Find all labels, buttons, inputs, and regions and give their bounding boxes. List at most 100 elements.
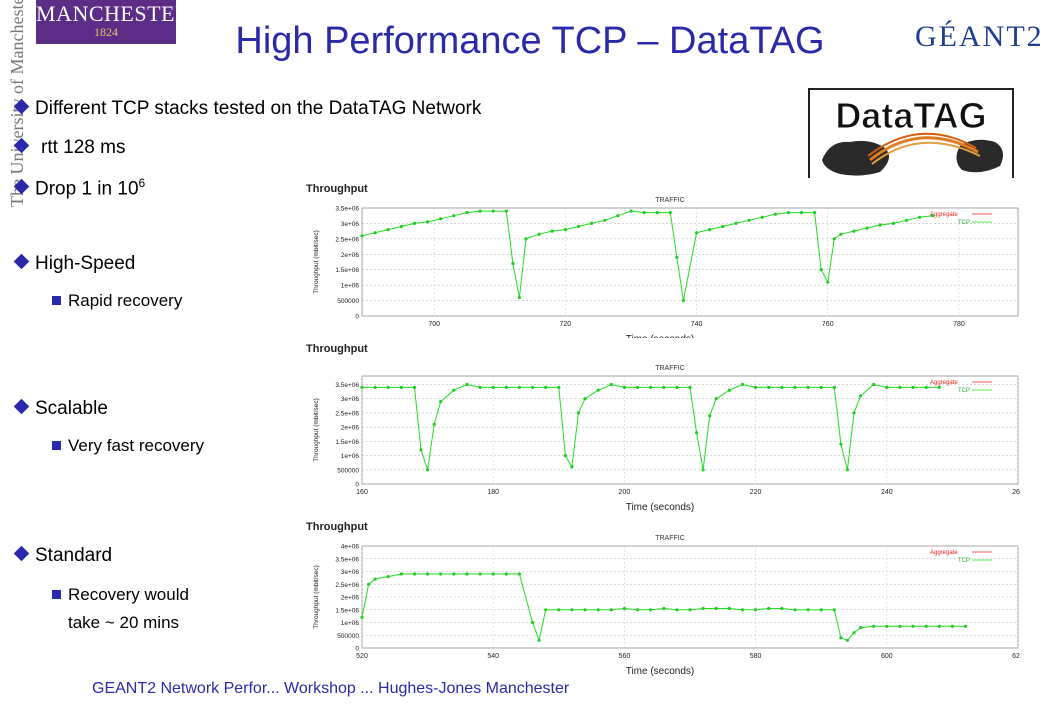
data-point-tcp <box>911 385 915 389</box>
data-point-tcp <box>832 385 836 389</box>
x-axis-label: Time (seconds) <box>626 666 695 676</box>
data-point-tcp <box>937 624 941 628</box>
university-logo: MANCHESTER 1824 <box>36 0 191 44</box>
y-tick-label: 3.5e+06 <box>335 382 359 389</box>
bullet-drop: Drop 1 in 106 <box>13 176 145 200</box>
square-bullet-icon <box>52 590 61 599</box>
data-point-tcp <box>904 218 909 222</box>
sub-bullet-highspeed-text: Rapid recovery <box>68 291 183 310</box>
y-axis-label: Throughput (mbit/sec) <box>313 398 320 462</box>
data-point-tcp <box>950 624 955 628</box>
data-point-tcp <box>714 606 718 611</box>
data-point-tcp <box>819 385 823 389</box>
legend-label-aggregate: Aggregate <box>930 212 958 218</box>
bullet-highspeed-text: High-Speed <box>35 253 136 274</box>
geant2-logo-text: GÉANT2 <box>915 20 1040 53</box>
data-point-tcp <box>695 431 699 435</box>
y-tick-label: 0 <box>355 482 359 489</box>
data-point-tcp <box>793 385 797 389</box>
data-point-tcp <box>386 575 390 579</box>
data-point-tcp <box>412 221 417 225</box>
data-point-tcp <box>465 572 469 576</box>
data-point-tcp <box>596 608 600 612</box>
data-point-tcp <box>754 608 758 612</box>
data-point-tcp <box>695 231 699 235</box>
diamond-bullet-icon <box>13 253 30 270</box>
data-point-tcp <box>399 224 403 229</box>
legend-label-aggregate: Aggregate <box>930 550 958 556</box>
data-point-tcp <box>760 215 764 219</box>
data-point-tcp <box>865 226 869 230</box>
x-axis-label: Time (seconds) <box>626 502 695 513</box>
y-tick-label: 500000 <box>337 467 359 474</box>
data-point-tcp <box>885 385 889 389</box>
data-point-tcp <box>531 620 535 625</box>
data-point-tcp <box>563 454 567 458</box>
data-point-tcp <box>839 636 843 640</box>
data-point-tcp <box>367 582 371 586</box>
data-point-tcp <box>668 211 672 215</box>
bullet-stacks-text: Different TCP stacks tested on the DataT… <box>35 98 482 119</box>
x-tick-label: 540 <box>487 653 499 660</box>
data-point-tcp <box>491 385 495 389</box>
data-point-tcp <box>727 388 731 392</box>
slide-title: High Performance TCP – DataTAG <box>235 20 825 62</box>
chart-title: TRAFFIC <box>655 365 685 372</box>
data-point-tcp <box>937 385 941 389</box>
y-tick-label: 4e+06 <box>341 544 360 551</box>
legend-label-tcp: TCP <box>958 558 970 564</box>
data-point-tcp <box>872 382 876 387</box>
data-point-tcp <box>478 572 482 576</box>
data-point-tcp <box>583 397 587 401</box>
chart-heading: Throughput <box>306 183 368 195</box>
data-point-tcp <box>386 228 390 232</box>
x-tick-label: 200 <box>619 489 631 496</box>
data-point-tcp <box>839 232 843 236</box>
y-tick-label: 3e+06 <box>341 569 360 576</box>
data-point-tcp <box>675 255 679 259</box>
bullet-rtt-text: rtt 128 ms <box>41 137 126 158</box>
data-point-tcp <box>859 394 863 398</box>
sub-bullet-scalable-text: Very fast recovery <box>68 436 205 455</box>
data-point-tcp <box>360 234 364 238</box>
data-point-tcp <box>537 232 541 236</box>
plot-frame <box>361 207 1019 317</box>
data-point-tcp <box>688 608 692 612</box>
x-tick-label: 220 <box>750 489 762 496</box>
y-tick-label: 1.5e+06 <box>335 607 359 614</box>
bullet-scalable-text: Scalable <box>35 398 108 419</box>
data-point-tcp <box>504 209 508 213</box>
data-point-tcp <box>531 385 535 389</box>
chart-title: TRAFFIC <box>655 535 685 542</box>
x-tick-label: 700 <box>428 321 440 328</box>
data-point-tcp <box>786 211 790 215</box>
data-point-tcp <box>649 385 653 389</box>
university-logo-name: MANCHESTER <box>36 1 191 26</box>
y-tick-label: 1e+06 <box>341 620 360 627</box>
data-point-tcp <box>432 422 436 426</box>
y-tick-label: 500000 <box>337 633 359 640</box>
data-point-tcp <box>806 385 810 389</box>
data-point-tcp <box>544 608 548 612</box>
data-point-tcp <box>701 606 705 611</box>
data-point-tcp <box>773 212 777 216</box>
data-point-tcp <box>642 211 646 215</box>
data-point-tcp <box>537 638 541 642</box>
data-point-tcp <box>780 606 784 611</box>
legend-label-tcp: TCP <box>958 220 970 226</box>
x-tick-label: 240 <box>881 489 893 496</box>
data-point-tcp <box>740 382 745 387</box>
data-point-tcp <box>924 624 928 628</box>
bullet-standard-text: Standard <box>35 545 113 566</box>
data-point-tcp <box>832 608 836 612</box>
data-point-tcp <box>373 385 377 389</box>
data-point-tcp <box>419 448 423 452</box>
data-point-tcp <box>819 268 823 272</box>
data-point-tcp <box>491 572 495 576</box>
data-point-tcp <box>852 631 856 635</box>
data-point-tcp <box>491 209 495 213</box>
x-tick-label: 780 <box>953 321 965 328</box>
data-point-tcp <box>826 280 830 284</box>
data-point-tcp <box>616 214 620 218</box>
data-point-tcp <box>740 608 745 612</box>
